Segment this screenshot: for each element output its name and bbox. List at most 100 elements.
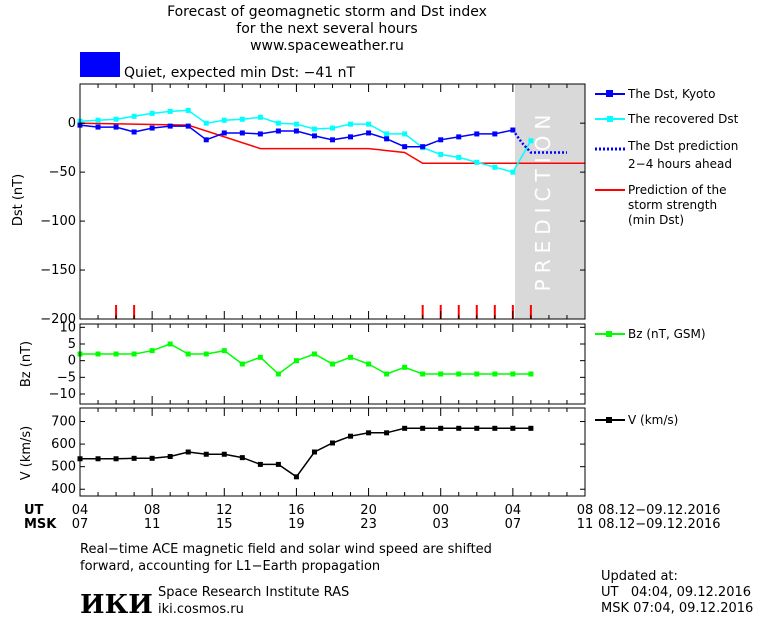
x-tick-label: 08	[144, 503, 161, 518]
msk-ticks: 07 11 15 19 23 03 07 11	[72, 517, 594, 532]
dst-recovered-point	[474, 159, 480, 165]
dst-kyoto-point	[420, 144, 426, 150]
dst-kyoto-point	[384, 136, 390, 142]
v-point	[239, 455, 245, 461]
note-line2: forward, accounting for L1−Earth propaga…	[80, 559, 380, 574]
bz-point	[185, 351, 191, 357]
v-point	[474, 425, 480, 431]
v-point	[95, 456, 101, 462]
v-point	[492, 425, 498, 431]
bz-point	[492, 371, 498, 377]
dst-recovered-point	[113, 116, 119, 122]
x-tick-label: 20	[360, 503, 377, 518]
dst-kyoto-point	[348, 134, 354, 140]
y-tick-label: 700	[51, 415, 76, 430]
legend-storm-1: Prediction of the	[628, 183, 727, 197]
ut-label: UT	[24, 503, 44, 518]
x-tick-label: 23	[360, 517, 377, 532]
dst-recovered-point	[366, 121, 372, 127]
dst-recovered-point	[203, 120, 209, 126]
x-tick-label: 16	[288, 503, 305, 518]
dst-kyoto-line	[79, 124, 514, 148]
dst-kyoto-point	[203, 137, 209, 143]
dst-recovered-point	[239, 116, 245, 122]
date-range-ut: 08.12−09.12.2016	[598, 503, 721, 518]
y-tick-label: −5	[57, 370, 76, 385]
dst-recovered-point	[330, 125, 335, 131]
v-point	[528, 425, 534, 431]
bz-point	[420, 371, 426, 377]
dst-kyoto-point	[239, 130, 245, 136]
v-panel	[77, 425, 534, 480]
v-point	[131, 455, 137, 461]
v-point	[293, 474, 299, 480]
dst-recovered-point	[95, 117, 101, 123]
status-swatch	[80, 52, 120, 77]
v-point	[402, 425, 408, 431]
v-point	[420, 425, 426, 431]
bz-point	[149, 348, 155, 354]
legend-storm-2: storm strength	[628, 198, 717, 212]
bz-point	[203, 351, 209, 357]
x-tick-label: 19	[288, 517, 305, 532]
v-point	[330, 440, 335, 446]
bz-point	[293, 358, 299, 364]
legend-dst-prediction-2: 2−4 hours ahead	[628, 157, 732, 171]
bz-point	[221, 348, 227, 354]
title-line2: for the next several hours	[236, 21, 417, 37]
msk-label: MSK	[24, 517, 57, 532]
bz-panel	[77, 341, 534, 377]
v-point	[203, 451, 209, 457]
v-point	[384, 430, 390, 436]
v-point	[456, 425, 462, 431]
y-tick-label: −100	[40, 214, 76, 229]
title-line1: Forecast of geomagnetic storm and Dst in…	[167, 4, 487, 20]
legend-dst-recovered-marker	[607, 116, 613, 122]
bz-point	[113, 351, 119, 357]
bz-point	[95, 351, 101, 357]
dst-recovered-point	[311, 126, 317, 132]
updated-label: Updated at:	[601, 569, 678, 584]
dst-kyoto-point	[221, 130, 227, 136]
v-point	[221, 451, 227, 457]
bz-point	[456, 371, 462, 377]
bz-point	[330, 361, 335, 367]
ut-ticks: 04 08 12 16 20 00 04 08	[72, 503, 594, 518]
dst-kyoto-point	[474, 131, 480, 137]
y-tick-label: −50	[49, 165, 76, 180]
bz-ylabel: Bz (nT)	[19, 341, 34, 387]
dst-recovered-point	[510, 169, 516, 175]
v-point	[257, 461, 263, 467]
legend-dst-recovered: The recovered Dst	[627, 112, 739, 126]
legend: The Dst, Kyoto The recovered Dst The Dst…	[595, 87, 739, 427]
dst-frame	[79, 83, 586, 320]
x-tick-label: 11	[577, 517, 594, 532]
legend-dst-kyoto: The Dst, Kyoto	[627, 87, 715, 101]
x-tick-label: 03	[432, 517, 449, 532]
bz-point	[438, 371, 444, 377]
v-point	[311, 449, 317, 455]
v-point	[510, 425, 516, 431]
dst-recovered-point	[221, 117, 227, 123]
x-tick-label: 07	[72, 517, 89, 532]
y-tick-label: −200	[40, 312, 76, 327]
x-tick-label: 04	[505, 503, 522, 518]
dst-kyoto-point	[510, 127, 516, 133]
dst-recovered-point	[456, 154, 462, 160]
dst-kyoto-point	[149, 125, 155, 131]
v-point	[113, 456, 119, 462]
dst-kyoto-point	[402, 144, 408, 150]
dst-kyoto-point	[492, 131, 498, 137]
y-tick-label: 10	[59, 320, 76, 335]
v-point	[348, 433, 354, 439]
y-tick-label: 5	[68, 337, 76, 352]
dst-kyoto-point	[366, 130, 372, 136]
y-tick-label: 400	[51, 482, 76, 497]
bz-point	[311, 351, 317, 357]
institute-site[interactable]: iki.cosmos.ru	[158, 602, 244, 617]
bz-point	[131, 351, 137, 357]
dst-recovered-point	[185, 107, 191, 113]
legend-bz-marker	[606, 331, 612, 337]
x-tick-label: 11	[144, 517, 161, 532]
dst-recovered-point	[275, 120, 281, 126]
